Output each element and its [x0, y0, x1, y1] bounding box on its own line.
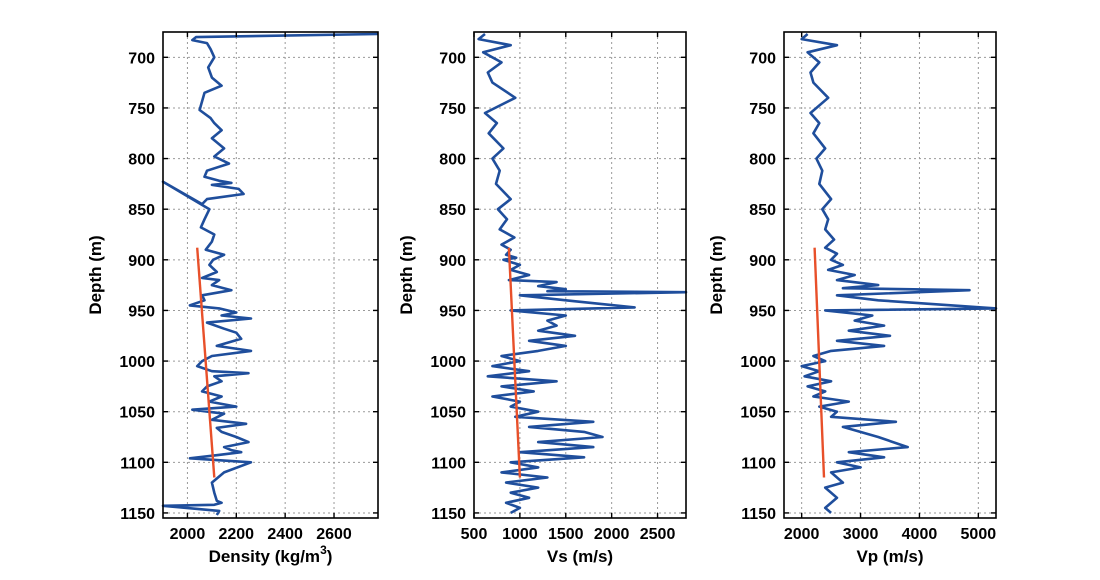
- density-marks: [161, 32, 379, 516]
- vp-y-tick-label: 750: [749, 101, 776, 118]
- density-x-tick-label: 2200: [218, 526, 254, 543]
- vp-y-tick-label: 900: [749, 253, 776, 270]
- vs-x-tick-label: 1000: [502, 526, 538, 543]
- density-x-axis-label: Density (kg/m3): [209, 543, 333, 566]
- vs-y-tick-label: 1150: [431, 506, 466, 523]
- density-tick-labels: 700 750 800 850 900 950 1000 1050 1100 1150 2000 22…: [119, 32, 378, 543]
- density-y-tick-label: 850: [128, 202, 155, 219]
- density-y-tick-label: 1150: [120, 506, 155, 523]
- vp-y-tick-label: 850: [749, 202, 776, 219]
- density-axes-frame: [162, 31, 379, 519]
- vs-y-tick-label: 800: [439, 152, 466, 169]
- density-trend-line: [196, 247, 216, 478]
- vp-log-curve: [800, 33, 998, 514]
- vp-y-tick-label: 700: [749, 50, 776, 67]
- vp-x-tick-label: 5000: [961, 526, 997, 543]
- density-y-tick-label: 1050: [119, 405, 155, 422]
- vp-trend-line: [813, 247, 826, 478]
- density-y-tick-label: 750: [128, 101, 155, 118]
- vs-log-panel: 700 750 800 850 900 950 1000 1050 1100 1150 500 100…: [397, 31, 688, 566]
- vp-axes-frame: [783, 31, 997, 519]
- vs-y-tick-label: 1100: [431, 455, 466, 472]
- vs-x-tick-label: 2000: [594, 526, 630, 543]
- density-y-axis-label: Depth (m): [86, 235, 105, 314]
- vs-axes-frame: [473, 31, 687, 519]
- density-log-curve: [161, 32, 379, 516]
- density-log-panel: 700 750 800 850 900 950 1000 1050 1100 1150 2000 22…: [86, 31, 379, 566]
- vp-y-axis-label: Depth (m): [707, 235, 726, 314]
- vp-y-tick-label: 1150: [741, 506, 776, 523]
- density-x-axis-label-close: ): [327, 547, 333, 566]
- density-y-tick-label: 1100: [120, 455, 155, 472]
- density-y-tick-label: 900: [128, 253, 155, 270]
- vs-y-tick-label: 1050: [430, 405, 466, 422]
- vp-x-tick-label: 4000: [902, 526, 938, 543]
- density-x-tick-label: 2000: [170, 526, 206, 543]
- vp-marks: [800, 33, 998, 514]
- vs-x-tick-label: 500: [461, 526, 488, 543]
- density-y-tick-label: 800: [128, 152, 155, 169]
- vp-x-tick-label: 3000: [843, 526, 879, 543]
- density-y-tick-label: 950: [128, 303, 155, 320]
- density-x-tick-label: 2400: [267, 526, 303, 543]
- vs-trend-line: [507, 247, 522, 478]
- density-x-tick-label: 2600: [316, 526, 352, 543]
- vs-y-tick-label: 850: [439, 202, 466, 219]
- vp-y-tick-label: 1050: [740, 405, 776, 422]
- vp-y-tick-label: 1000: [740, 354, 776, 371]
- vp-y-tick-label: 950: [749, 303, 776, 320]
- vp-y-tick-label: 800: [749, 152, 776, 169]
- vp-grid: [784, 32, 996, 518]
- vp-tick-labels: 700 750 800 850 900 950 1000 1050 1100 1150 2000 30…: [740, 32, 996, 543]
- vs-marks: [477, 32, 688, 515]
- vs-y-tick-label: 950: [439, 303, 466, 320]
- density-y-tick-label: 1000: [119, 354, 155, 371]
- vs-y-axis-label: Depth (m): [397, 235, 416, 314]
- density-y-tick-label: 700: [128, 50, 155, 67]
- vp-y-tick-label: 1100: [741, 455, 776, 472]
- vs-y-tick-label: 700: [439, 50, 466, 67]
- vs-x-axis-label: Vs (m/s): [547, 547, 613, 566]
- vp-log-panel: 700 750 800 850 900 950 1000 1050 1100 1150 2000 30…: [707, 31, 998, 566]
- density-grid: [163, 32, 378, 518]
- vs-y-tick-label: 1000: [430, 354, 466, 371]
- vs-y-tick-label: 900: [439, 253, 466, 270]
- vp-x-axis-label: Vp (m/s): [856, 547, 923, 566]
- vp-x-tick-label: 2000: [784, 526, 820, 543]
- vs-x-tick-label: 2500: [640, 526, 676, 543]
- vs-grid: [473, 32, 686, 518]
- vs-y-tick-label: 750: [439, 101, 466, 118]
- vs-log-curve: [477, 32, 688, 515]
- density-x-axis-label-superscript: 3: [320, 543, 327, 557]
- vs-x-tick-label: 1500: [548, 526, 584, 543]
- vs-tick-labels: 700 750 800 850 900 950 1000 1050 1100 1150 500 100…: [430, 32, 686, 543]
